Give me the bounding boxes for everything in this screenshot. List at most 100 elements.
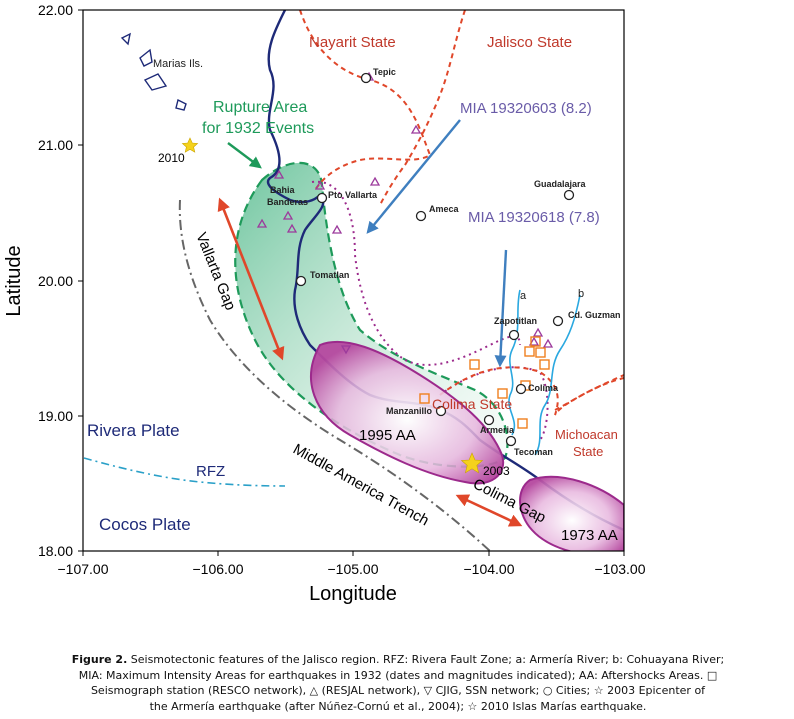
- rupture-arrow: [227, 142, 262, 169]
- x-tick-label: −106.00: [193, 561, 244, 577]
- city-label-zapotitlan: Zapotitlan: [494, 316, 537, 326]
- station-triangle: [410, 124, 422, 134]
- station-square: [524, 346, 535, 357]
- city-label-pto-vallarta: Pto Vallarta: [328, 190, 378, 200]
- city-marker: [295, 275, 307, 287]
- caption-line-2: MIA: Maximum Intensity Areas for earthqu…: [78, 668, 718, 682]
- caption-line-3: Seismograph station (RESCO network), △ (…: [90, 684, 706, 697]
- station-square: [539, 359, 550, 370]
- city-marker: [415, 210, 427, 222]
- station-triangle: [314, 180, 326, 190]
- station-triangle: [340, 345, 352, 355]
- station-square: [530, 336, 541, 347]
- station-square: [469, 359, 480, 370]
- y-tick-label: 20.00: [38, 273, 73, 289]
- y-tick-label: 21.00: [38, 137, 73, 153]
- city-label-guadalajara: Guadalajara: [534, 179, 587, 189]
- label-cocos-plate: Cocos Plate: [99, 515, 191, 534]
- y-axis-label: Latitude: [3, 245, 25, 316]
- label-rfz: RFZ: [196, 463, 225, 480]
- state-border-nayarit-jalisco: [299, 10, 432, 191]
- label-colima-state: Colima State: [432, 396, 512, 412]
- state-border-jalisco-east: [379, 10, 466, 206]
- city-label-armeria: Armeria: [480, 425, 515, 435]
- state-border-michoacan: [554, 377, 624, 411]
- city-label-bahia-1: Bahia: [270, 185, 296, 195]
- station-triangle: [542, 338, 554, 348]
- city-label-tepic: Tepic: [373, 67, 396, 77]
- x-ticks: [82, 551, 625, 556]
- label-michoacan-1: Michoacan: [555, 427, 618, 442]
- label-rupture-2: for 1932 Events: [202, 120, 314, 137]
- city-label-colima: Colima: [528, 383, 559, 393]
- label-mia-19320618: MIA 19320618 (7.8): [468, 209, 600, 226]
- city-label-bahia-2: Banderas: [267, 197, 308, 207]
- state-border-colima: [439, 366, 624, 416]
- y-tick-label: 19.00: [38, 408, 73, 424]
- aa-1995-area: [310, 340, 505, 485]
- city-label-tecoman: Tecoman: [514, 447, 553, 457]
- caption-line-1: Seismotectonic features of the Jalisco r…: [127, 653, 725, 666]
- y-tick-label: 18.00: [38, 543, 73, 559]
- station-square: [535, 347, 546, 358]
- label-river-a: a: [520, 290, 527, 302]
- middle-america-trench: [178, 199, 491, 551]
- station-square: [419, 393, 430, 404]
- station-triangle: [256, 218, 268, 228]
- city-label-manzanillo: Manzanillo: [386, 406, 433, 416]
- city-marker: [515, 383, 527, 395]
- x-tick-label: −103.00: [595, 561, 646, 577]
- label-1995-aa: 1995 AA: [359, 427, 416, 444]
- city-marker: [360, 72, 372, 84]
- city-marker: [316, 192, 328, 204]
- station-triangle: [532, 327, 544, 337]
- x-tick-label: −107.00: [58, 561, 109, 577]
- x-tick-label: −104.00: [464, 561, 515, 577]
- y-ticks: [78, 9, 83, 552]
- marias-island-2: [139, 48, 153, 67]
- station-square: [517, 418, 528, 429]
- rivera-fault-zone: [83, 457, 286, 487]
- city-label-ameca: Ameca: [429, 204, 460, 214]
- city-marker: [508, 329, 520, 341]
- station-triangle: [331, 224, 343, 234]
- figure-caption: Figure 2. Seismotectonic features of the…: [6, 652, 790, 714]
- label-vallarta-gap: Vallarta Gap: [192, 230, 239, 313]
- label-jalisco-state: Jalisco State: [487, 34, 572, 51]
- colima-gap-arrow: [455, 494, 523, 527]
- star-2003-epicenter: [460, 452, 484, 474]
- label-michoacan-2: State: [573, 444, 603, 459]
- label-river-b: b: [578, 288, 584, 300]
- city-label-tomatlan: Tomatlan: [310, 270, 349, 280]
- cities: [295, 72, 575, 447]
- y-tick-label: 22.00: [38, 2, 73, 18]
- river-a: [508, 289, 521, 436]
- mia1-arrow: [366, 119, 461, 234]
- star-2010-epicenter: [181, 137, 199, 153]
- caption-figure-number: Figure 2.: [71, 653, 128, 666]
- label-rivera-plate: Rivera Plate: [87, 421, 180, 440]
- station-triangle: [282, 210, 294, 220]
- seismotectonic-map: −107.00 −106.00 −105.00 −104.00 −103.00 …: [3, 2, 646, 605]
- label-mia-19320603: MIA 19320603 (8.2): [460, 100, 592, 117]
- river-b: [534, 294, 581, 456]
- vallarta-gap-arrow: [217, 197, 285, 361]
- label-star-2010: 2010: [158, 151, 185, 165]
- marias-island-3: [143, 73, 168, 91]
- x-axis-label: Longitude: [309, 583, 397, 605]
- station-triangle: [273, 169, 285, 179]
- station-triangle: [369, 176, 381, 186]
- city-marker: [563, 189, 575, 201]
- marias-island-4: [175, 98, 187, 111]
- caption-line-4: the Armería earthquake (after Núñez-Corn…: [149, 699, 647, 713]
- plot-frame: [82, 9, 625, 552]
- mia-area-dotted: [311, 180, 521, 366]
- label-nayarit-state: Nayarit State: [309, 34, 396, 51]
- city-marker: [483, 414, 495, 426]
- station-square: [497, 388, 508, 399]
- station-triangle: [528, 336, 540, 346]
- x-tick-label: −105.00: [328, 561, 379, 577]
- marias-island-1: [120, 32, 131, 46]
- city-marker: [552, 315, 564, 327]
- station-triangle: [286, 223, 298, 233]
